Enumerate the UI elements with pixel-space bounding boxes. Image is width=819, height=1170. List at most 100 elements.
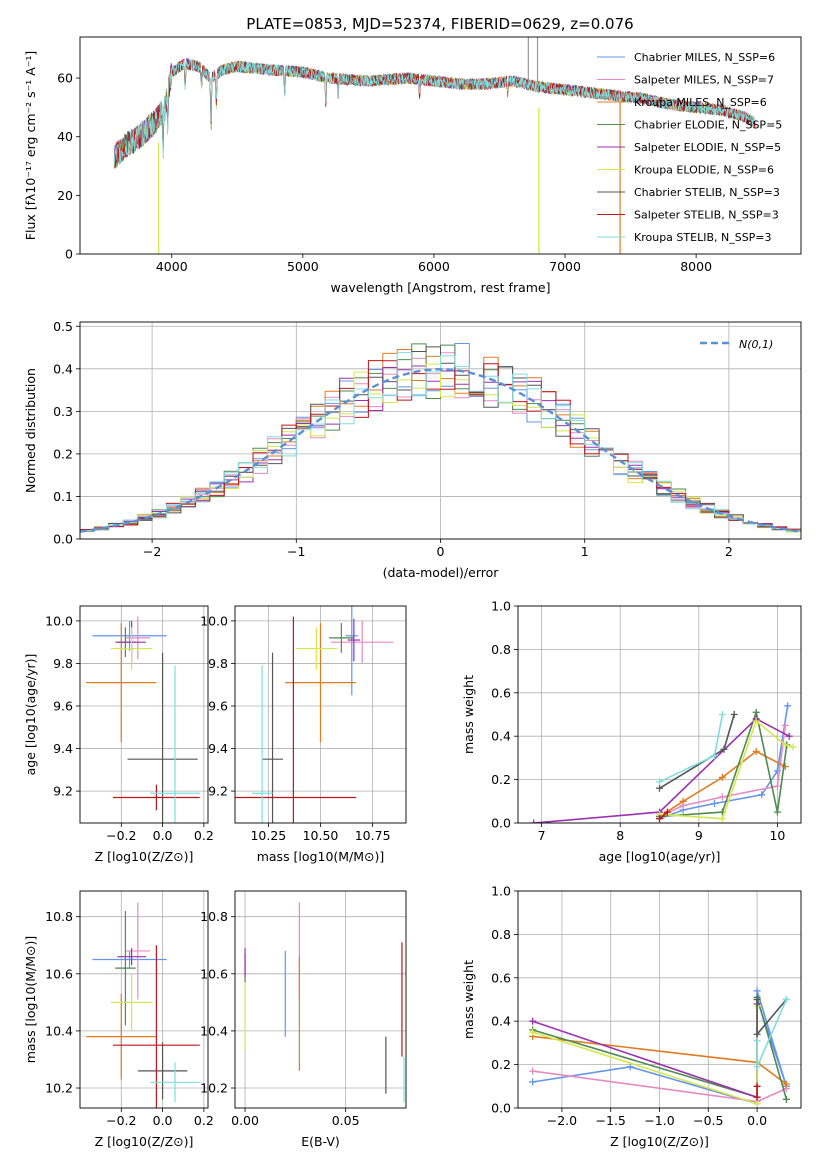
- plot-area: [529, 987, 790, 1108]
- weight-marker: [752, 747, 760, 755]
- legend-label: Kroupa ELODIE, N_SSP=6: [634, 164, 774, 177]
- x-tick-label: 0.05: [332, 1113, 360, 1128]
- y-tick-label: 0.2: [53, 446, 73, 461]
- x-tick-label: 1: [581, 544, 589, 559]
- y-tick-label: 9.2: [53, 784, 73, 799]
- weight-marker: [529, 1017, 537, 1025]
- panel-spectrum: 4000 5000 6000 7000 8000 0 20 40 60 wavelength [A…: [23, 36, 802, 295]
- axes-frame: [234, 890, 407, 1109]
- legend-label: Chabrier STELIB, N_SSP=3: [634, 186, 780, 199]
- axes-frame: [79, 890, 209, 1109]
- y-tick-label: 10.8: [45, 909, 73, 924]
- y-tick-label: 9.6: [208, 698, 228, 713]
- weight-marker: [785, 732, 793, 740]
- x-tick-label: 2: [725, 544, 733, 559]
- weight-marker: [781, 763, 789, 771]
- x-tick-label: 10: [769, 828, 785, 843]
- y-tick-label: 40: [57, 129, 73, 144]
- x-tick-label: 10.75: [355, 828, 391, 843]
- x-tick-label: 0.2: [194, 1113, 214, 1128]
- weight-marker: [753, 1030, 761, 1038]
- y-tick-label: 9.8: [53, 656, 73, 671]
- y-tick-label: 0.6: [491, 685, 511, 700]
- y-axis-label: Normed distribution: [23, 368, 38, 493]
- x-tick-label: 0.0: [153, 828, 173, 843]
- weight-marker: [656, 815, 663, 823]
- histogram-step: [80, 360, 801, 530]
- x-tick-label: 10.50: [303, 828, 339, 843]
- x-tick-label: −2.0: [547, 1113, 577, 1128]
- weight-marker: [529, 1078, 537, 1086]
- weight-marker: [711, 799, 719, 807]
- plot-area: [86, 616, 200, 823]
- legend-label: Kroupa MILES, N_SSP=6: [634, 96, 767, 109]
- weight-marker: [753, 1063, 761, 1071]
- legend-label: Chabrier MILES, N_SSP=6: [634, 51, 775, 64]
- x-tick-label: −1.0: [644, 1113, 674, 1128]
- plot-area: [530, 702, 797, 823]
- y-tick-label: 0.3: [53, 404, 73, 419]
- weight-marker: [781, 741, 789, 749]
- y-tick-label: 10.2: [45, 1081, 73, 1096]
- legend-label: Salpeter ELODIE, N_SSP=5: [634, 141, 781, 154]
- x-tick-label: 0.00: [231, 1113, 259, 1128]
- y-tick-label: 0.2: [491, 1057, 511, 1072]
- weight-line: [532, 1006, 758, 1105]
- weight-marker: [679, 797, 687, 805]
- weight-marker: [718, 773, 726, 781]
- legend-label: Salpeter STELIB, N_SSP=3: [634, 209, 779, 222]
- weight-line: [532, 1003, 758, 1099]
- x-tick-label: 5000: [287, 259, 319, 274]
- y-tick-label: 10.0: [45, 613, 73, 628]
- weight-marker: [753, 1100, 761, 1108]
- weight-line: [756, 999, 788, 1068]
- y-axis-label: mass weight: [461, 960, 476, 1039]
- weight-marker: [530, 819, 538, 823]
- y-axis-label: mass weight: [461, 675, 476, 754]
- x-tick-label: −0.2: [106, 828, 136, 843]
- weight-marker: [529, 1067, 537, 1075]
- y-tick-label: 0.2: [491, 772, 511, 787]
- panel-weight-vs-age: 7 8 9 10 0.0 0.2 0.4 0.6 0.8 1.0 age [log10(age/yr…: [461, 599, 802, 864]
- weight-marker: [626, 1063, 634, 1071]
- y-tick-label: 0.8: [491, 642, 511, 657]
- x-tick-label: −2: [143, 544, 161, 559]
- weight-marker: [718, 815, 726, 823]
- weight-marker: [752, 708, 760, 716]
- y-tick-label: 10.0: [200, 613, 228, 628]
- panel-mass-vs-z: −0.2 0.0 0.2 10.2 10.4 10.6 10.8 Z [log10(Z/Z⊙)…: [23, 890, 214, 1149]
- axes-frame: [79, 36, 802, 255]
- weight-marker: [753, 1093, 761, 1101]
- panel-residuals: −2 −1 0 1 2 0.0 0.1 0.2 0.3 0.4 0.5 (data-model)/er…: [23, 319, 802, 580]
- axes-frame: [234, 605, 407, 824]
- weight-marker: [758, 791, 766, 799]
- panel-weight-vs-z: −2.0 −1.5 −1.0 −0.5 0.0 0.0 0.2 0.4 0.6 0.8 1.0 Z […: [461, 884, 802, 1149]
- y-tick-label: 20: [57, 188, 73, 203]
- y-tick-label: 9.8: [208, 656, 228, 671]
- y-tick-label: 10.2: [200, 1081, 228, 1096]
- y-tick-label: 0: [65, 247, 73, 262]
- weight-marker: [718, 793, 726, 801]
- panel-mass-vs-ebv: 0.00 0.05 10.2 10.4 10.6 10.8 E(B-V): [200, 890, 407, 1149]
- plot-area: [244, 902, 405, 1103]
- weight-marker: [718, 711, 726, 718]
- y-tick-label: 9.2: [208, 784, 228, 799]
- weight-marker: [752, 717, 760, 725]
- y-axis-label: age [log10(age/yr)]: [23, 654, 38, 776]
- axes-frame: [517, 605, 802, 824]
- weight-marker: [781, 721, 789, 729]
- legend-label: Chabrier ELODIE, N_SSP=5: [634, 119, 782, 132]
- y-tick-label: 9.4: [53, 741, 73, 756]
- weight-line: [659, 705, 789, 820]
- legend-label: Kroupa STELIB, N_SSP=3: [634, 231, 772, 244]
- y-tick-label: 10.6: [200, 966, 228, 981]
- x-tick-label: 0.0: [747, 1113, 767, 1128]
- weight-marker: [773, 782, 781, 790]
- weight-marker: [730, 711, 738, 718]
- weight-marker: [784, 702, 792, 710]
- weight-marker: [663, 808, 671, 816]
- histogram-step: [80, 363, 801, 533]
- x-tick-label: −0.5: [693, 1113, 723, 1128]
- figure-title: PLATE=0853, MJD=52374, FIBERID=0629, z=0…: [246, 15, 633, 33]
